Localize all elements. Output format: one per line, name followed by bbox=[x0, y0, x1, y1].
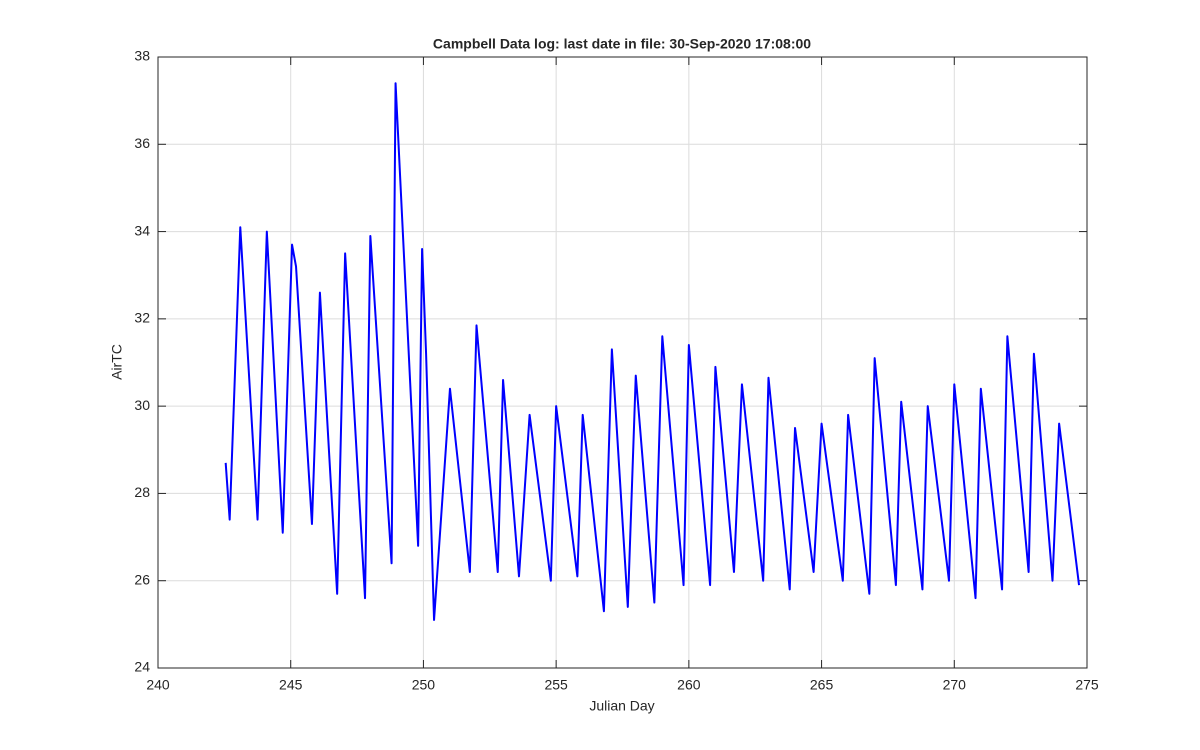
x-tick-label: 275 bbox=[1075, 677, 1099, 693]
data-line bbox=[224, 82, 1081, 621]
x-axis-label: Julian Day bbox=[589, 698, 654, 714]
y-axis-label: AirTC bbox=[109, 344, 125, 380]
y-tick-label: 26 bbox=[134, 571, 150, 587]
y-tick-label: 34 bbox=[134, 222, 150, 238]
y-tick-label: 32 bbox=[134, 310, 150, 326]
y-tick-label: 28 bbox=[134, 484, 150, 500]
x-tick-label: 240 bbox=[146, 677, 170, 693]
x-tick-label: 265 bbox=[810, 677, 834, 693]
chart-title: Campbell Data log: last date in file: 30… bbox=[433, 36, 811, 52]
x-tick-label: 255 bbox=[544, 677, 568, 693]
y-tick-label: 24 bbox=[134, 659, 150, 675]
x-tick-label: 260 bbox=[677, 677, 701, 693]
plot-frame bbox=[157, 56, 1088, 669]
y-tick-label: 38 bbox=[134, 48, 150, 64]
y-tick-label: 30 bbox=[134, 397, 150, 413]
x-tick-label: 270 bbox=[943, 677, 967, 693]
x-tick-label: 245 bbox=[279, 677, 303, 693]
x-tick-label: 250 bbox=[412, 677, 436, 693]
y-tick-label: 36 bbox=[134, 135, 150, 151]
plot-area bbox=[158, 57, 1087, 668]
